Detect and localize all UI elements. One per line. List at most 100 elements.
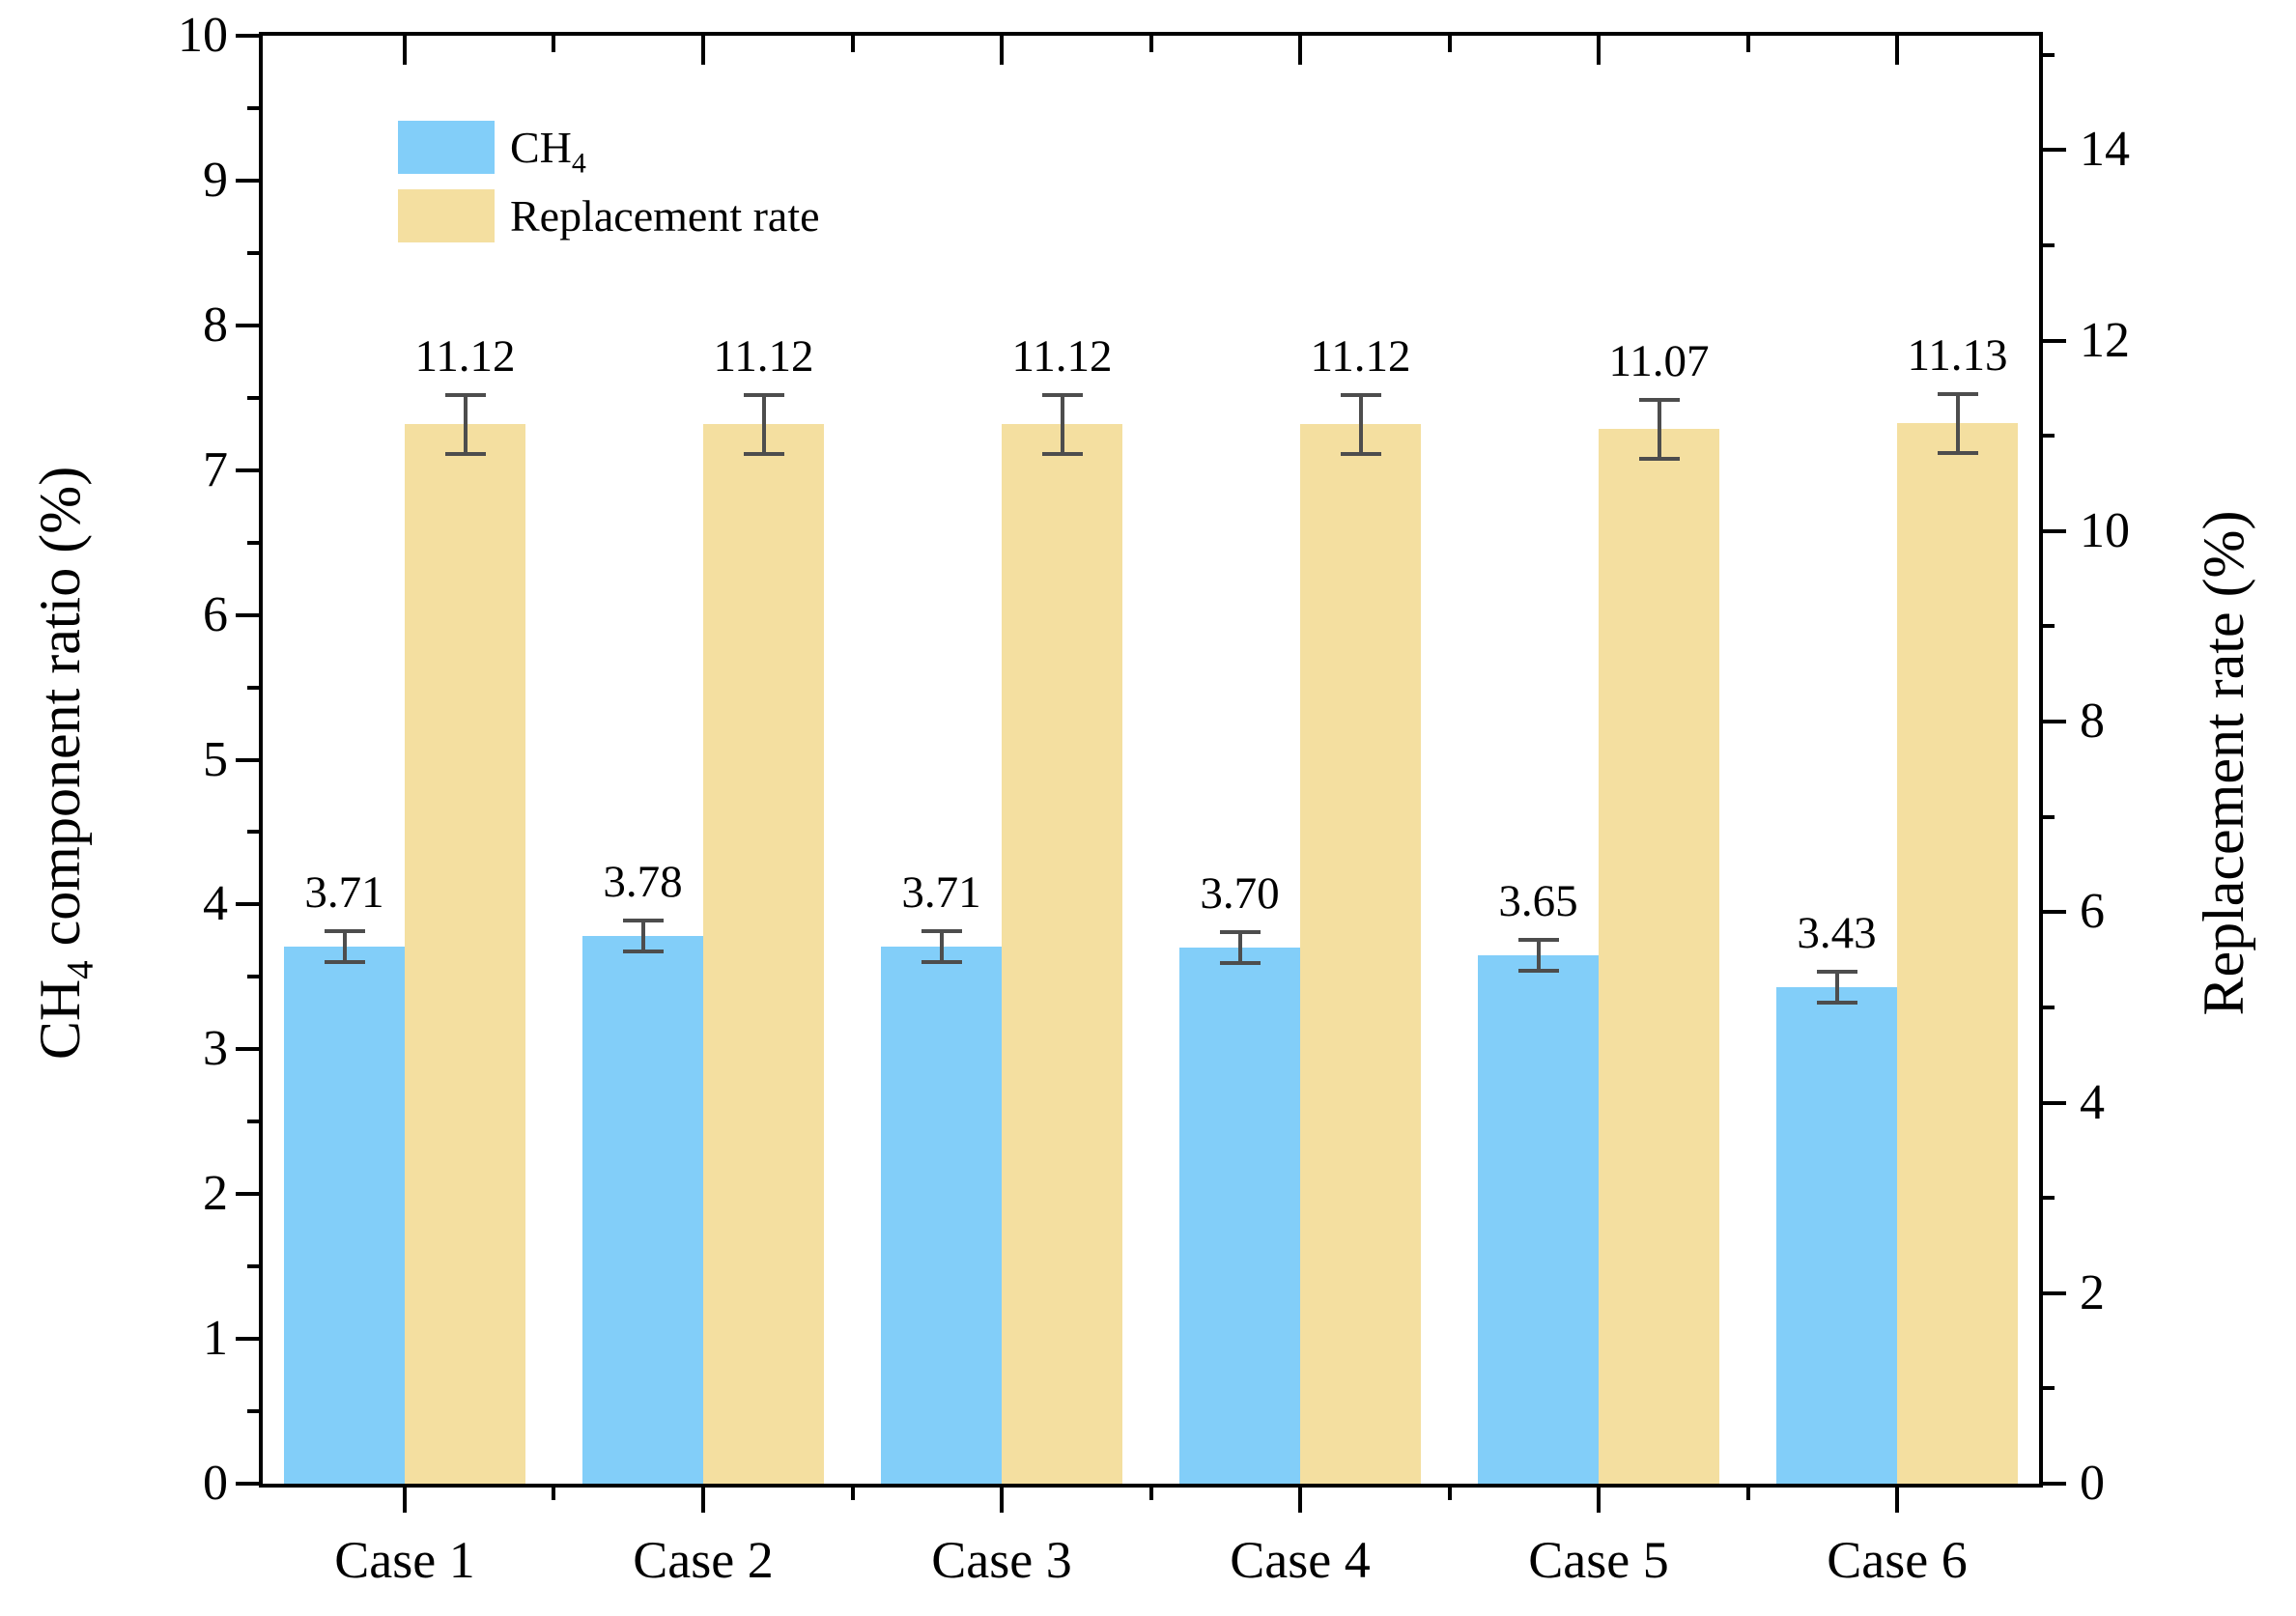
left-minor-tick <box>247 830 263 835</box>
error-bar-stem <box>1237 930 1242 966</box>
right-axis-title: Replacement rate (%) <box>2192 510 2255 1016</box>
right-major-tick <box>2039 720 2066 724</box>
x-major-tick-bottom <box>1298 1484 1302 1513</box>
bar-ch4-case-6 <box>1776 986 1897 1484</box>
plot-inner: 3.71 11.12 Case 1 3.78 11.12 Case 2 3.71 11.12 C… <box>178 11 2130 1587</box>
left-major-tick <box>236 1192 263 1197</box>
bar-ch4-case-4 <box>1179 948 1300 1484</box>
x-major-tick-top <box>701 36 705 65</box>
error-bar-stem <box>1358 392 1363 456</box>
left-tick-label-9: 9 <box>203 152 228 208</box>
left-minor-tick <box>247 975 263 979</box>
right-minor-tick <box>2039 52 2055 57</box>
left-tick-label-6: 6 <box>203 586 228 642</box>
value-label-ch4-case-1: 3.71 <box>304 866 384 918</box>
error-bar-stem <box>640 919 645 954</box>
x-axis-label-case-1: Case 1 <box>334 1531 475 1589</box>
bar-ch4-case-2 <box>582 936 703 1484</box>
x-major-tick-top <box>1298 36 1302 65</box>
error-bar-cap-top <box>1340 392 1381 397</box>
legend-item-replacement-rate: Replacement rate <box>398 189 820 242</box>
bar-replacement-rate-case-1 <box>405 424 525 1484</box>
left-major-tick <box>236 323 263 327</box>
x-minor-tick-top <box>1447 36 1452 52</box>
x-minor-tick-bottom <box>1447 1484 1452 1500</box>
right-major-tick <box>2039 1290 2066 1295</box>
right-major-tick <box>2039 528 2066 533</box>
left-major-tick <box>236 757 263 762</box>
error-bar-cap-bottom <box>444 451 486 456</box>
value-label-replacement-rate-case-6: 11.13 <box>1907 329 2008 381</box>
value-label-ch4-case-3: 3.71 <box>901 866 981 918</box>
error-bar-ch4-case-2 <box>622 919 664 954</box>
error-bar-stem <box>761 392 766 456</box>
error-bar-cap-bottom <box>324 959 365 964</box>
legend-label-ch4: CH4 <box>510 125 586 177</box>
left-major-tick <box>236 1482 263 1486</box>
error-bar-cap-top <box>1816 969 1857 974</box>
error-bar-cap-top <box>324 928 365 933</box>
error-bar-cap-top <box>1219 930 1261 935</box>
error-bar-cap-top <box>743 392 784 397</box>
left-minor-tick <box>247 1120 263 1124</box>
plot-area: 3.71 11.12 Case 1 3.78 11.12 Case 2 3.71 11.12 C… <box>178 11 2130 1587</box>
error-bar-stem <box>342 928 347 964</box>
left-tick-label-5: 5 <box>203 731 228 787</box>
error-bar-replacement-rate-case-6 <box>1937 391 1978 455</box>
value-label-ch4-case-2: 3.78 <box>603 857 683 908</box>
left-minor-tick <box>247 540 263 545</box>
x-minor-tick-bottom <box>1745 1484 1750 1500</box>
x-minor-tick-bottom <box>1148 1484 1153 1500</box>
value-label-replacement-rate-case-3: 11.12 <box>1011 330 1113 382</box>
right-minor-tick <box>2039 624 2055 629</box>
x-minor-tick-top <box>1745 36 1750 52</box>
left-major-tick <box>236 1337 263 1342</box>
x-major-tick-top <box>1895 36 1899 65</box>
left-major-tick <box>236 612 263 617</box>
left-tick-label-8: 8 <box>203 297 228 353</box>
x-minor-tick-bottom <box>850 1484 855 1500</box>
error-bar-stem <box>1060 392 1064 456</box>
left-axis-title: CH4 component ratio (%) <box>28 467 101 1061</box>
legend-label-ch4-subscript: 4 <box>571 146 586 179</box>
error-bar-cap-bottom <box>1041 451 1083 456</box>
value-label-ch4-case-4: 3.70 <box>1200 868 1280 920</box>
left-minor-tick <box>247 105 263 110</box>
error-bar-replacement-rate-case-5 <box>1638 397 1680 461</box>
left-tick-label-4: 4 <box>203 876 228 932</box>
error-bar-stem <box>1834 969 1839 1005</box>
legend-item-ch4: CH4 <box>398 121 820 177</box>
x-major-tick-bottom <box>1895 1484 1899 1513</box>
error-bar-ch4-case-6 <box>1816 969 1857 1005</box>
x-major-tick-top <box>1000 36 1004 65</box>
error-bar-cap-top <box>1937 391 1978 396</box>
error-bar-cap-bottom <box>1816 1000 1857 1005</box>
x-major-tick-bottom <box>1597 1484 1601 1513</box>
error-bar-stem <box>1955 391 1960 455</box>
error-bar-cap-top <box>1517 937 1559 942</box>
legend-swatch-replacement-rate <box>398 189 495 242</box>
right-major-tick <box>2039 1482 2066 1486</box>
value-label-replacement-rate-case-1: 11.12 <box>414 330 516 382</box>
error-bar-replacement-rate-case-1 <box>444 392 486 456</box>
bar-replacement-rate-case-3 <box>1002 424 1122 1484</box>
right-major-tick <box>2039 910 2066 915</box>
x-major-tick-top <box>403 36 407 65</box>
legend-swatch-ch4 <box>398 121 495 174</box>
error-bar-ch4-case-5 <box>1517 937 1559 973</box>
right-minor-tick <box>2039 242 2055 247</box>
error-bar-cap-bottom <box>1937 450 1978 455</box>
value-label-replacement-rate-case-5: 11.07 <box>1608 335 1710 386</box>
right-tick-label-8: 8 <box>2080 694 2105 750</box>
left-minor-tick <box>247 1264 263 1269</box>
right-minor-tick <box>2039 434 2055 439</box>
bar-replacement-rate-case-2 <box>703 424 824 1484</box>
error-bar-cap-bottom <box>1340 451 1381 456</box>
left-major-tick <box>236 1047 263 1052</box>
right-tick-label-0: 0 <box>2080 1456 2105 1511</box>
right-minor-tick <box>2039 1005 2055 1009</box>
left-axis-title-prefix: CH <box>28 978 92 1061</box>
right-tick-label-6: 6 <box>2080 884 2105 940</box>
x-minor-tick-top <box>850 36 855 52</box>
